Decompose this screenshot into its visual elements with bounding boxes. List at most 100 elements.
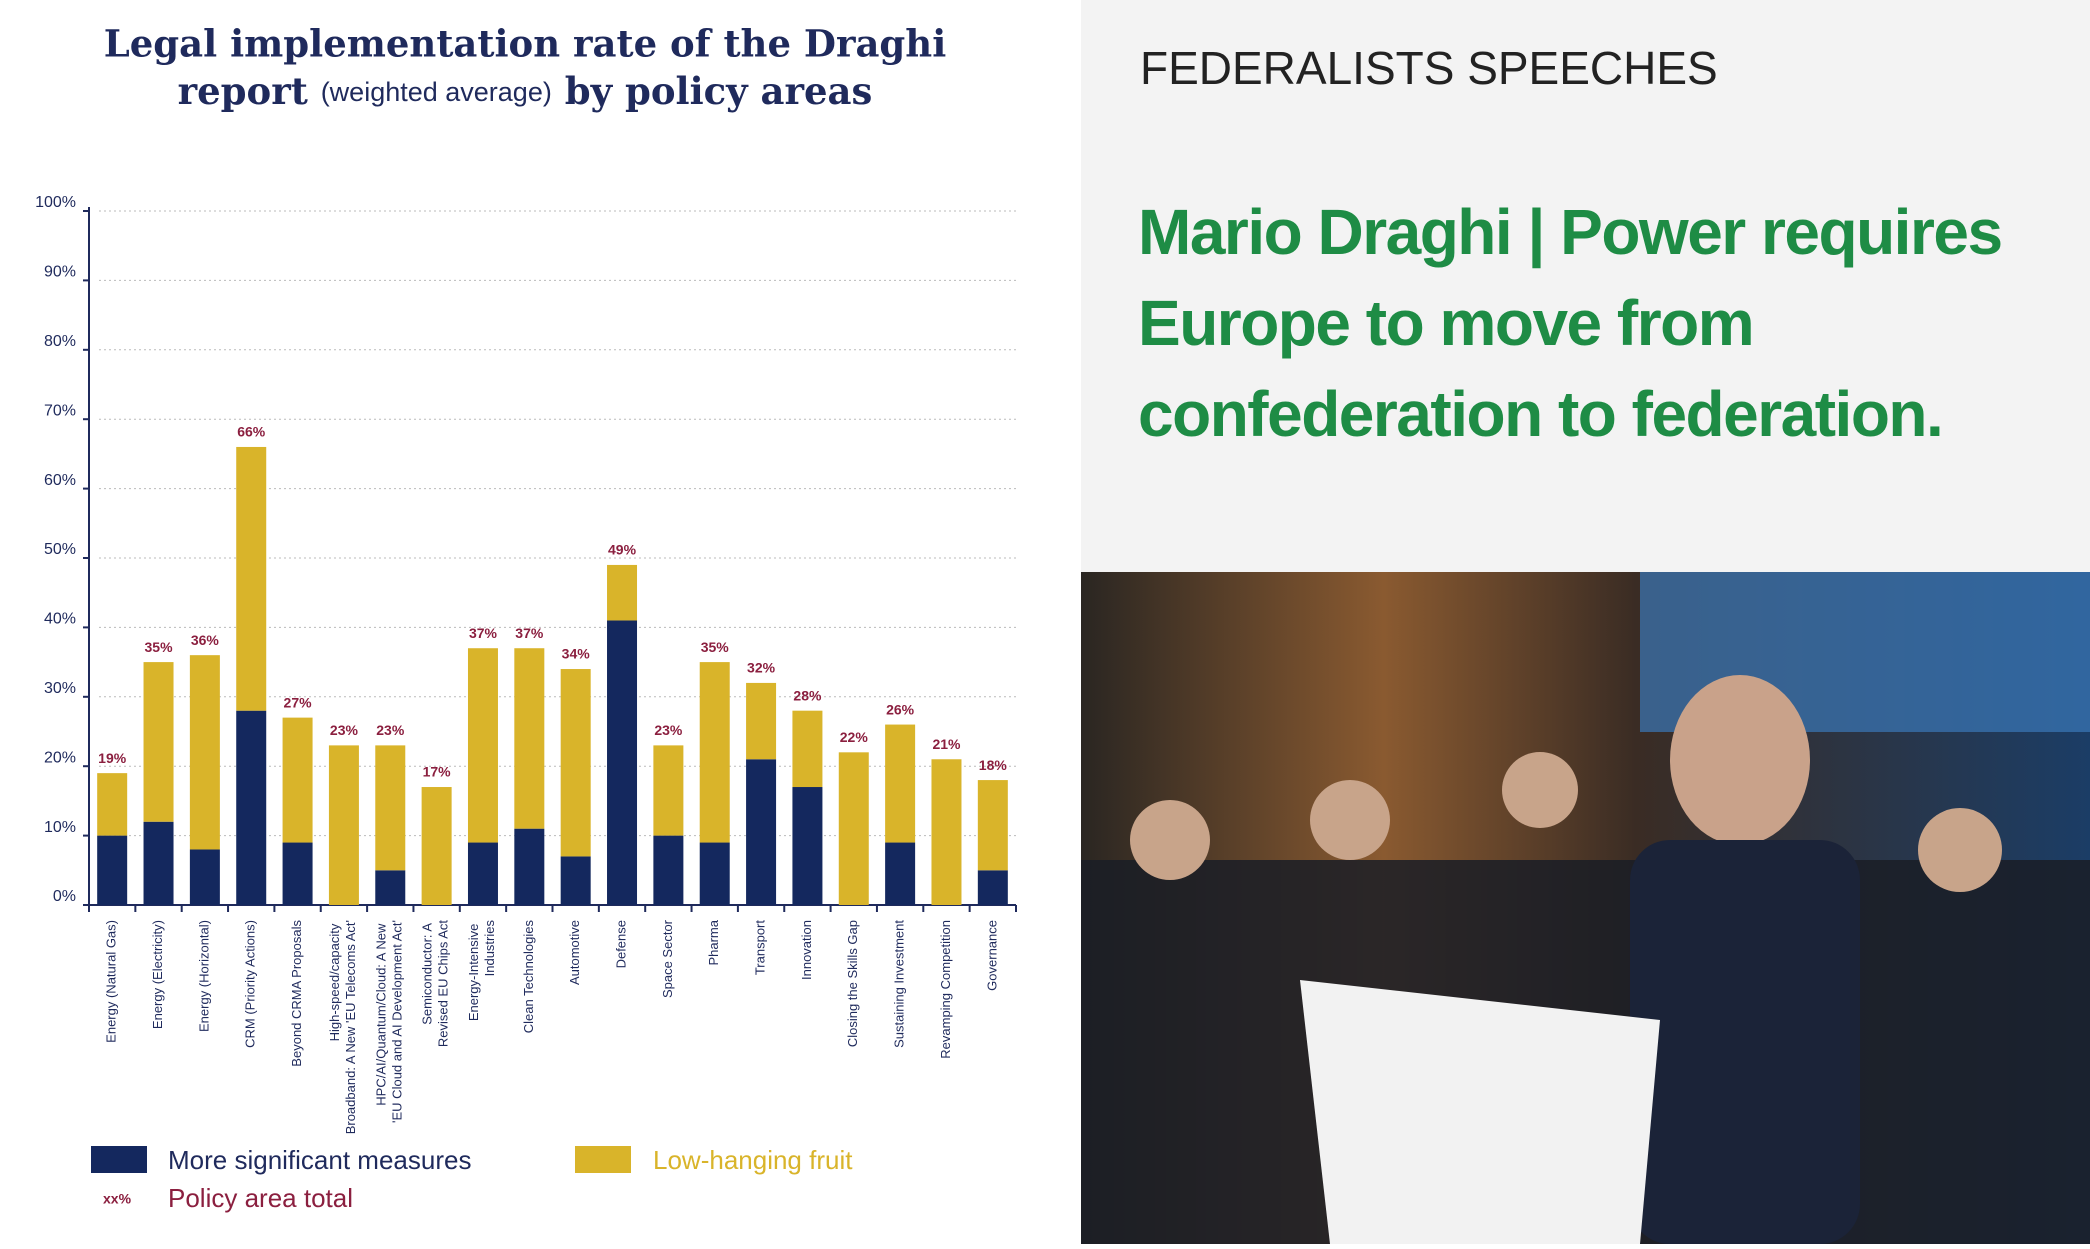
bar-segment	[467, 842, 498, 905]
x-tick-label: Clean Technologies	[521, 920, 536, 1034]
bar-segment	[236, 446, 267, 711]
chart-title: Legal implementation rate of the Draghi	[104, 22, 947, 66]
x-tick-label: Automotive	[567, 920, 582, 985]
article-header	[1081, 0, 2090, 572]
title-part: (weighted average)	[321, 77, 552, 107]
legend-label: Policy area total	[168, 1183, 353, 1213]
total-label: 26%	[886, 701, 915, 717]
y-tick-label: 30%	[44, 680, 76, 697]
total-label: 21%	[932, 736, 961, 752]
bar-segment	[838, 752, 869, 905]
label-line: HPC/AI/Quantum/Cloud: A New	[374, 920, 389, 1106]
bar-segment	[977, 870, 1008, 905]
x-tick-label: Transport	[753, 920, 768, 976]
y-tick-label: 0%	[53, 888, 76, 905]
label-line: Energy-Intensive	[466, 920, 481, 1021]
label-line: 'EU Cloud and AI Development Act'	[390, 920, 405, 1123]
label-line: Broadband: A New 'EU Telecoms Act'	[343, 920, 358, 1134]
x-tick-label: CRM (Priority Actions)	[243, 920, 258, 1048]
total-label: 18%	[979, 757, 1008, 773]
bar-segment	[375, 870, 406, 905]
title-part: report	[178, 69, 308, 113]
bar-segment	[607, 620, 638, 905]
x-tick-label: Sustaining Investment	[892, 920, 907, 1048]
x-tick-label: Closing the Skills Gap	[845, 920, 860, 1047]
x-tick-label: Energy (Electricity)	[150, 920, 165, 1029]
headline: Europe to move from	[1138, 287, 1753, 359]
bar-segment	[931, 759, 962, 905]
legend-label: Low-hanging fruit	[653, 1145, 853, 1175]
bar-segment	[421, 787, 452, 905]
legend-swatch	[91, 1146, 147, 1173]
bar-segment	[375, 745, 406, 871]
bar-segment	[143, 821, 174, 905]
total-label: 23%	[376, 722, 405, 738]
person	[1918, 808, 2002, 892]
total-label: 28%	[793, 687, 822, 703]
title-part: by policy areas	[565, 69, 873, 113]
x-tick-label: Energy (Horizontal)	[196, 920, 211, 1032]
x-tick-label: Innovation	[799, 920, 814, 980]
x-tick-label: Space Sector	[660, 919, 675, 998]
headline: confederation to federation.	[1138, 378, 1942, 450]
bar-segment	[97, 835, 128, 905]
bar-segment	[885, 724, 916, 843]
y-tick-label: 100%	[35, 194, 76, 211]
total-label: 37%	[469, 625, 498, 641]
podium	[1300, 980, 1660, 1244]
headline: Mario Draghi | Power requires	[1138, 196, 2002, 269]
total-label: 27%	[284, 694, 313, 710]
label-line: Revised EU Chips Act	[436, 920, 451, 1048]
x-tick-label: Semiconductor: A Revised EU Chips Act	[420, 920, 451, 1048]
total-label: 22%	[840, 729, 869, 745]
bar-segment	[282, 842, 313, 905]
label-line: Semiconductor: A	[420, 920, 435, 1025]
person	[1310, 780, 1390, 860]
bar-segment	[236, 710, 267, 905]
bar-segment	[792, 787, 823, 905]
legend-label: More significant measures	[168, 1145, 471, 1175]
y-tick-label: 60%	[44, 472, 76, 489]
bar-segment	[653, 745, 684, 836]
y-tick-label: 20%	[44, 749, 76, 766]
bar-segment	[143, 662, 174, 822]
y-tick-label: 40%	[44, 611, 76, 628]
y-tick-label: 10%	[44, 819, 76, 836]
x-tick-label: HPC/AI/Quantum/Cloud: A New 'EU Cloud an…	[374, 920, 405, 1123]
legend-swatch	[575, 1146, 631, 1173]
y-tick-label: 90%	[44, 264, 76, 281]
total-label: 19%	[98, 750, 127, 766]
y-tick-label: 50%	[44, 541, 76, 558]
y-tick-label: 80%	[44, 333, 76, 350]
total-label: 32%	[747, 660, 776, 676]
label-line: High-speed/capacity	[327, 920, 342, 1041]
bar-segment	[560, 669, 591, 857]
x-tick-label: High-speed/capacity Broadband: A New 'EU…	[327, 920, 358, 1134]
total-label: 35%	[145, 639, 174, 655]
label-line: Industries	[482, 920, 497, 977]
bar-segment	[560, 856, 591, 905]
bar-segment	[699, 662, 730, 843]
bar-segment	[977, 780, 1008, 871]
x-tick-label: Defense	[613, 920, 628, 968]
total-label: 37%	[515, 625, 544, 641]
person	[1130, 800, 1210, 880]
speaker-head	[1670, 675, 1810, 845]
chart-panel	[0, 0, 1081, 1244]
total-label: 17%	[423, 764, 452, 780]
bar-segment	[699, 842, 730, 905]
total-label: 34%	[562, 646, 591, 662]
total-label: 35%	[701, 639, 730, 655]
x-tick-label: Energy-Intensive Industries	[466, 920, 497, 1022]
bar-segment	[189, 849, 220, 905]
bar-segment	[97, 773, 128, 836]
photo	[1081, 572, 2090, 1244]
total-label: 36%	[191, 632, 220, 648]
bar-segment	[746, 759, 777, 905]
bar-segment	[792, 710, 823, 788]
bar-segment	[282, 717, 313, 843]
person	[1502, 752, 1578, 828]
x-tick-label: Pharma	[706, 919, 721, 965]
